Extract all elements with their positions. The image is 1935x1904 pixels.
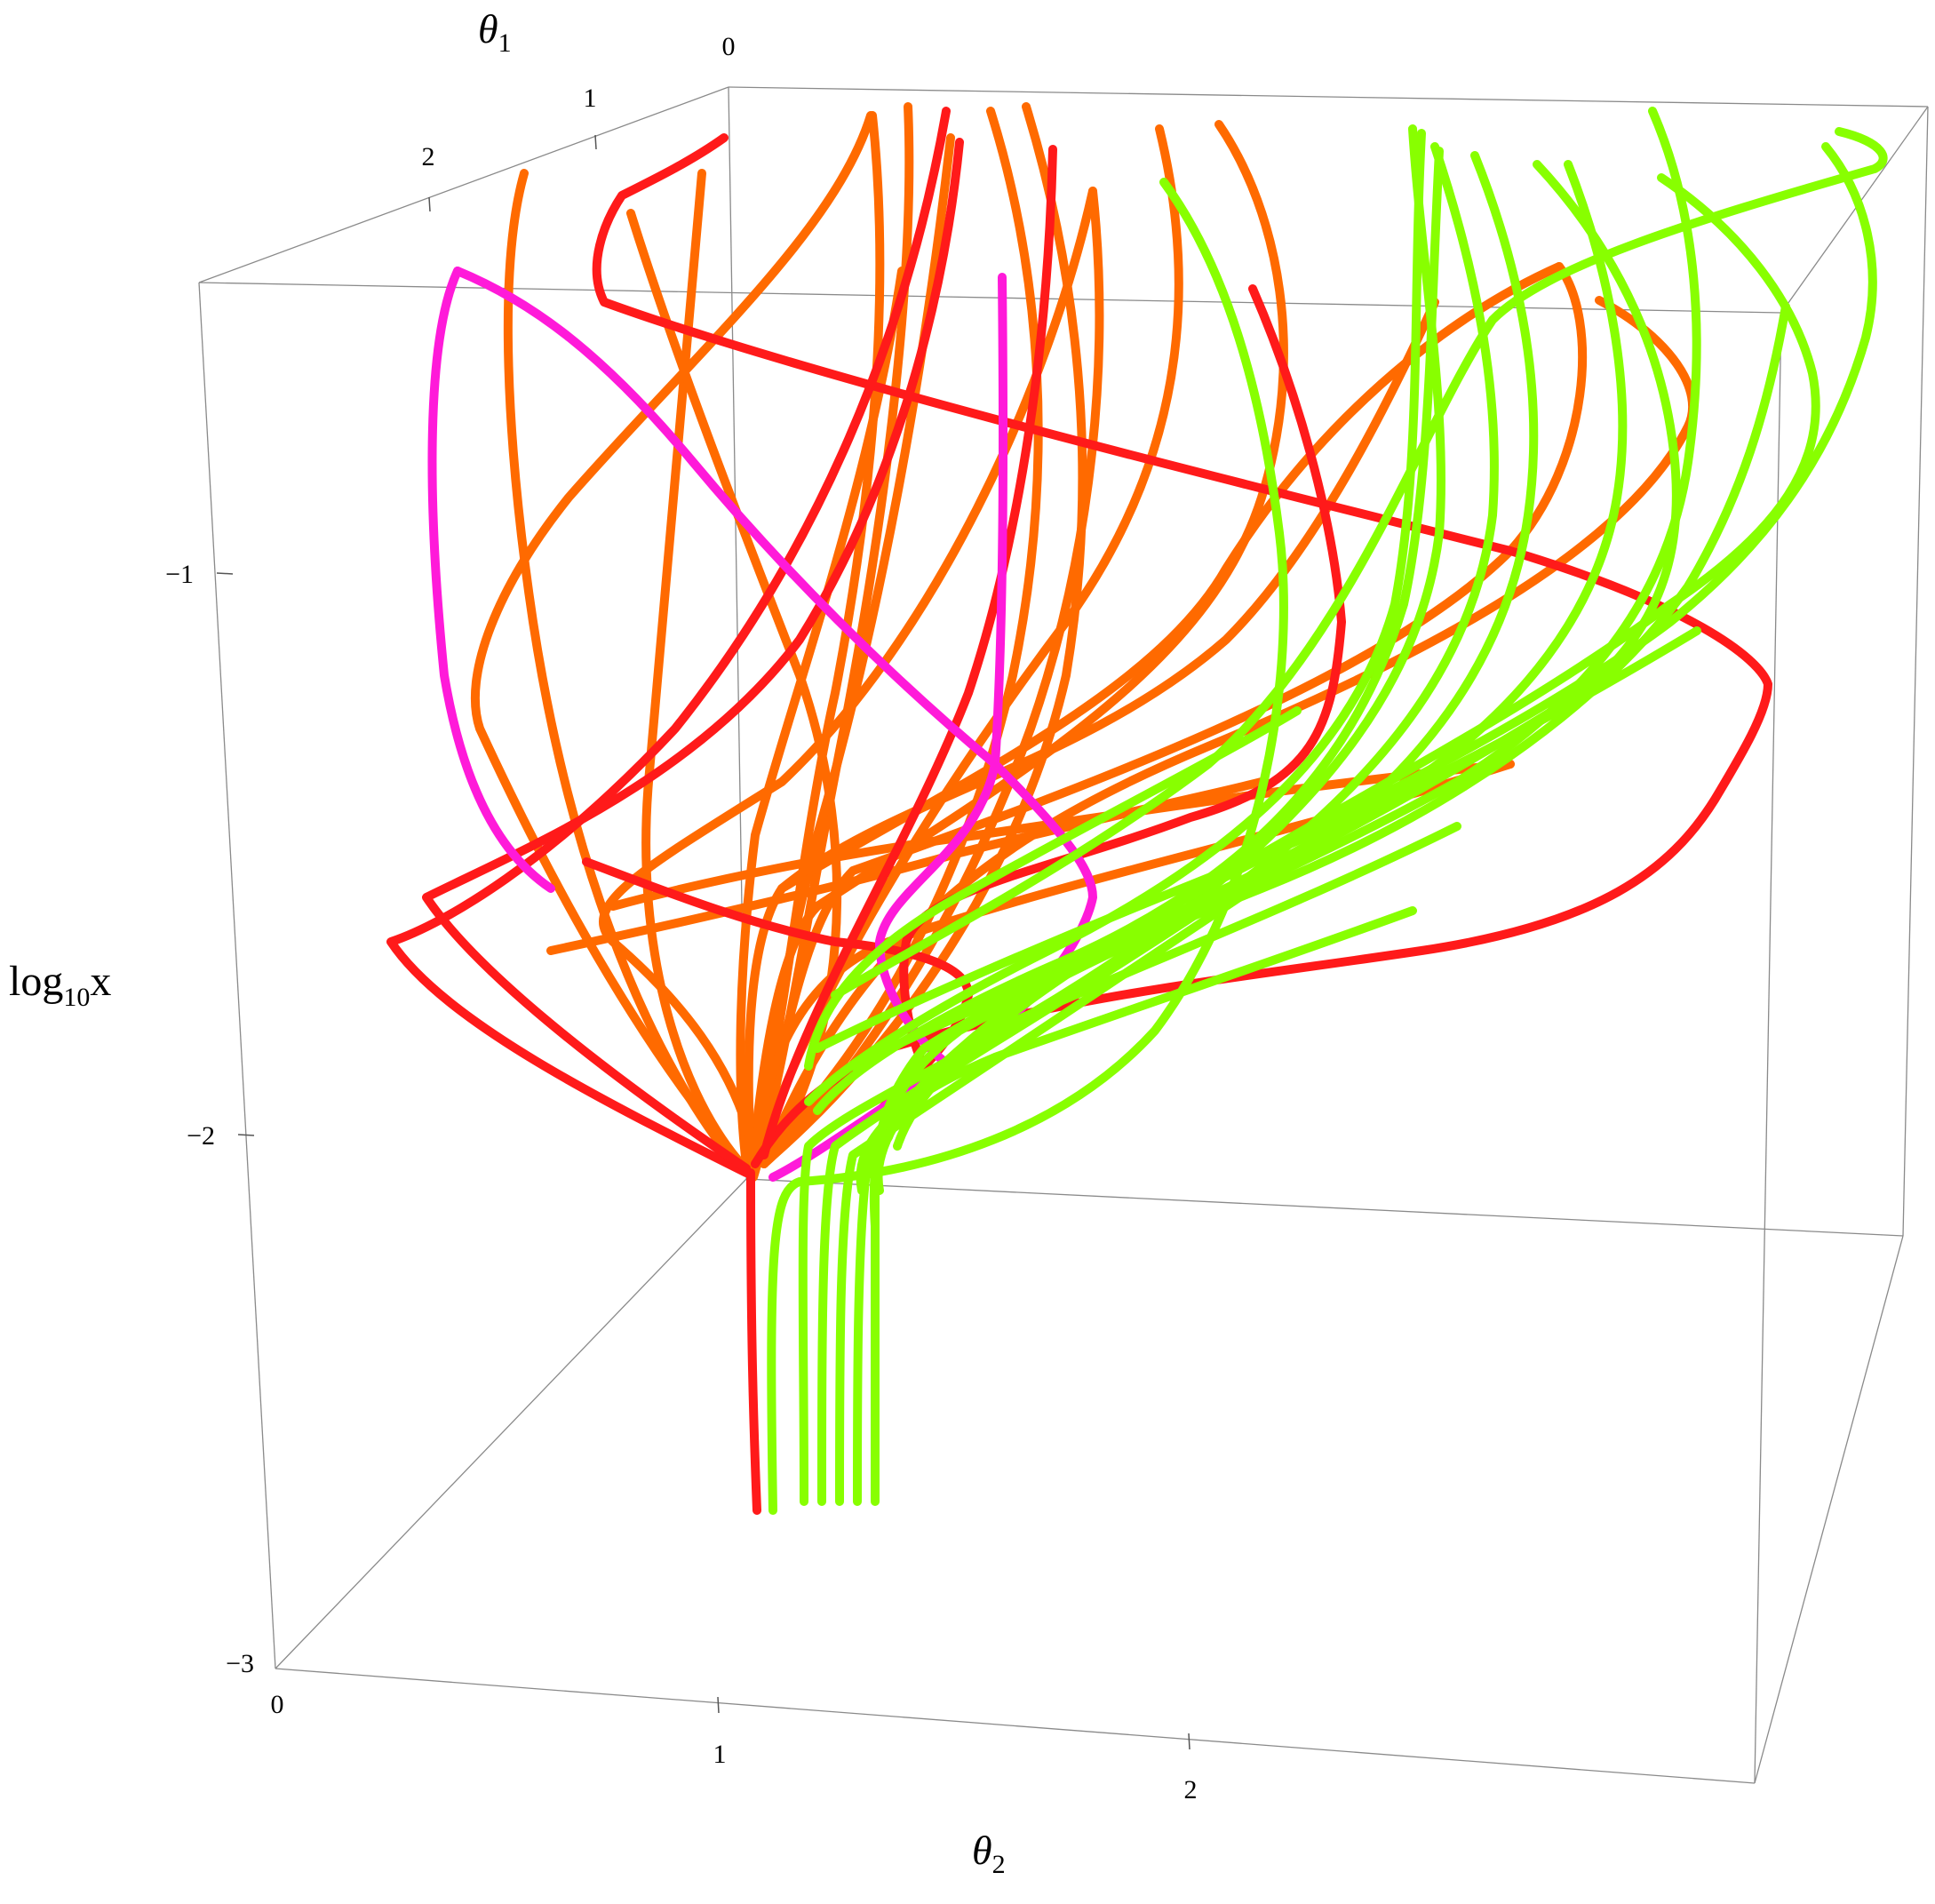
trajectory-orange: [749, 120, 1288, 1159]
trajectory-green: [831, 127, 1888, 1000]
trajectory-red: [386, 107, 951, 1177]
trajectory-green: [848, 302, 1790, 1071]
box-edge: [1754, 312, 1782, 1784]
trajectory-orange: [777, 298, 1439, 893]
axis-title-theta2-symbol: θ: [972, 1828, 992, 1873]
trajectory-orange: [470, 111, 875, 1164]
box-edge: [728, 86, 1929, 108]
log10x-tick-neg2: −2: [187, 1121, 215, 1151]
theta2-tick-0: 0: [271, 1690, 284, 1719]
trajectory-magenta: [875, 273, 1008, 1071]
trajectory-red: [422, 138, 964, 1173]
trajectory-magenta: [427, 267, 555, 893]
log10x-tick-neg3: −3: [226, 1649, 254, 1678]
box-edge: [275, 1668, 1756, 1784]
axis-title-theta2-sub: 2: [992, 1850, 1006, 1879]
tick-mark: [717, 1696, 720, 1714]
theta1-tick-1: 1: [584, 84, 597, 113]
box-edge: [198, 86, 729, 283]
box-edge: [198, 282, 276, 1669]
box-edge: [745, 1178, 1904, 1237]
box-edge: [1902, 106, 1929, 1237]
box-edge: [1780, 106, 1929, 314]
trajectory-red: [760, 145, 1057, 1159]
tick-marks: [216, 134, 1190, 1750]
trajectory-green: [853, 160, 1681, 1506]
trajectory-green: [893, 173, 1820, 1151]
trajectory-green: [767, 178, 1288, 1515]
axis-title-theta2: θ2: [972, 1828, 1006, 1879]
box-edge: [1754, 1235, 1904, 1784]
trajectory-red: [746, 1168, 761, 1515]
theta1-tick-0: 0: [722, 32, 736, 61]
trajectory-green: [873, 822, 1461, 1195]
trajectory-orange: [599, 187, 1097, 1164]
theta2-tick-1: 1: [713, 1740, 727, 1769]
tick-mark: [428, 196, 431, 212]
axis-title-log10x-tail: x: [90, 958, 111, 1005]
trajectory-orange: [764, 102, 1087, 1164]
trajectory-green: [813, 626, 1701, 1053]
trajectory-green: [856, 906, 1417, 1195]
theta2-tick-2: 2: [1184, 1775, 1198, 1804]
trajectories: [386, 102, 1888, 1515]
trajectory-green: [813, 147, 1444, 1115]
axis-title-theta1-symbol: θ: [478, 6, 498, 52]
tick-mark: [594, 134, 597, 150]
box-edge: [275, 1178, 747, 1669]
log10x-tick-neg1: −1: [165, 560, 194, 589]
trajectory-orange: [744, 262, 1564, 1159]
trajectory-orange: [626, 209, 842, 1168]
tick-mark: [216, 572, 234, 575]
trajectory-green: [804, 706, 1302, 1071]
trajectory-orange: [736, 267, 906, 1168]
trajectory-green: [804, 129, 1426, 1106]
axis-title-theta1: θ1: [478, 6, 512, 58]
trajectory-orange: [641, 169, 742, 1164]
axis-title-theta1-sub: 1: [498, 28, 512, 58]
tick-labels: 0 1 2 −1 −2 −3 0 1 2: [165, 32, 1197, 1804]
trajectory-orange: [751, 262, 1587, 1168]
axis-title-log10x-sub: 10: [63, 983, 90, 1012]
tick-mark: [1188, 1733, 1190, 1750]
axis-title-log10x: log10x: [9, 958, 111, 1012]
axis-title-log10x-main: log: [9, 958, 63, 1005]
theta1-tick-2: 2: [422, 142, 435, 171]
chart-box: [198, 86, 1929, 1784]
